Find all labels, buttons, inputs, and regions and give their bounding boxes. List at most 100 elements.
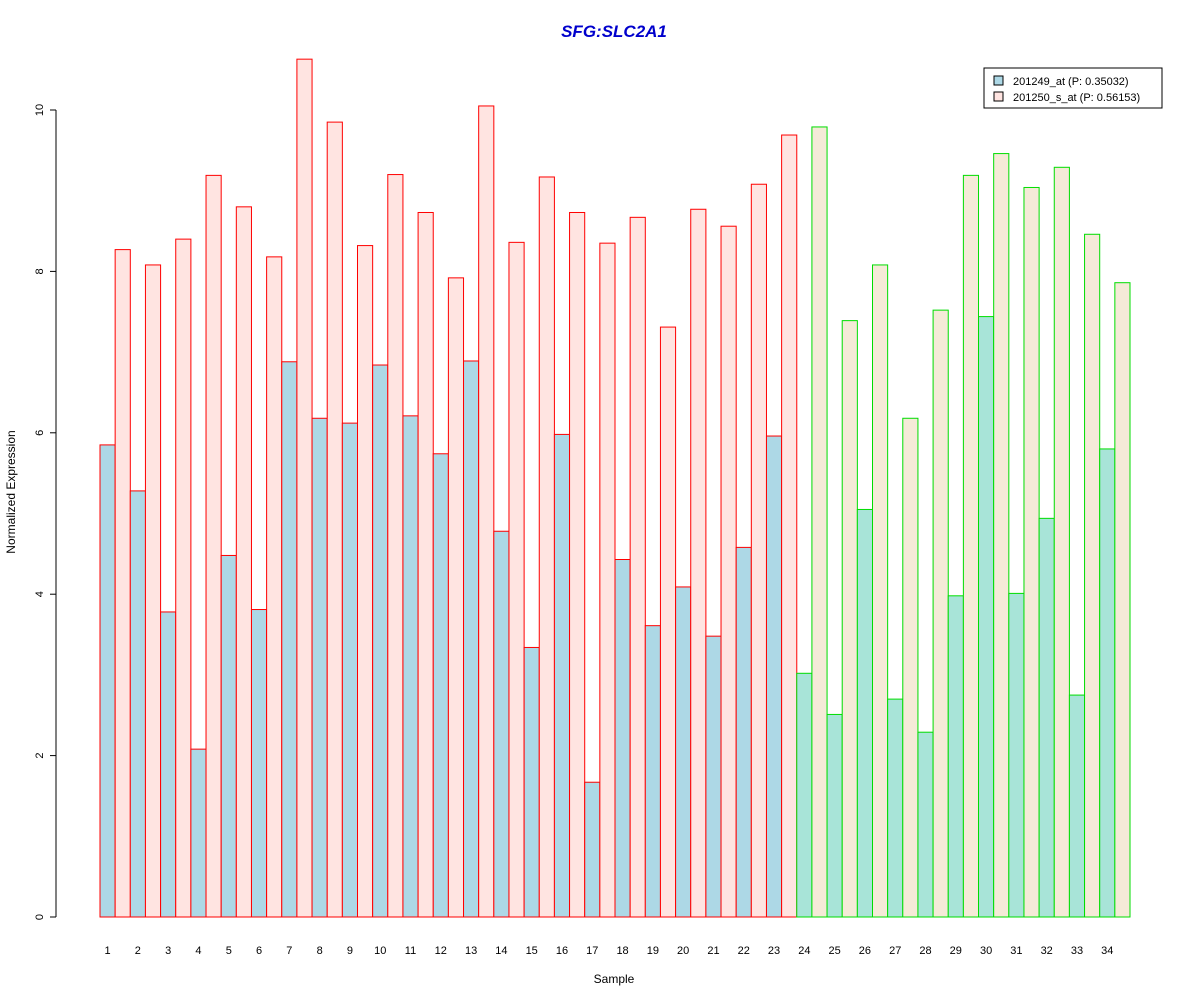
y-tick-label: 10 <box>34 104 46 116</box>
bar-sample-30-series-2 <box>993 153 1010 918</box>
x-tick-label: 33 <box>1071 945 1083 957</box>
x-tick-label: 20 <box>677 945 689 957</box>
bar-sample-28-series-2 <box>932 309 949 918</box>
bar-sample-14-series-1 <box>493 530 510 918</box>
bar-sample-26-series-1 <box>856 508 873 918</box>
bar-sample-31-series-1 <box>1008 592 1025 918</box>
x-tick-label: 5 <box>226 945 232 957</box>
bar-sample-8-series-1 <box>311 417 328 918</box>
bar-sample-15-series-1 <box>523 646 540 918</box>
x-tick-label: 30 <box>980 945 992 957</box>
bar-sample-13-series-1 <box>463 360 480 918</box>
bar-sample-18-series-1 <box>614 559 631 918</box>
bar-sample-10-series-2 <box>387 174 404 918</box>
bar-sample-20-series-2 <box>690 208 707 918</box>
bar-sample-11-series-1 <box>402 415 419 918</box>
bar-sample-14-series-2 <box>508 241 525 918</box>
y-axis-label: Normalized Expression <box>4 430 18 553</box>
bar-sample-19-series-2 <box>659 326 677 918</box>
bar-sample-22-series-2 <box>750 183 767 918</box>
x-tick-label: 24 <box>798 945 810 957</box>
x-tick-label: 21 <box>707 945 719 957</box>
x-tick-label: 29 <box>950 945 962 957</box>
bar-sample-1-series-2 <box>114 249 131 918</box>
legend-swatch <box>993 91 1004 102</box>
x-tick-label: 22 <box>738 945 750 957</box>
bar-sample-29-series-1 <box>947 595 964 918</box>
y-tick-label: 4 <box>34 591 46 597</box>
y-tick-label: 0 <box>34 914 46 920</box>
x-tick-label: 16 <box>556 945 568 957</box>
bar-sample-12-series-1 <box>432 453 449 918</box>
bar-sample-26-series-2 <box>872 264 889 918</box>
bar-sample-30-series-1 <box>978 316 995 918</box>
bar-sample-7-series-1 <box>281 361 298 918</box>
bar-sample-8-series-2 <box>326 121 343 918</box>
bar-sample-23-series-1 <box>765 435 783 918</box>
bar-sample-16-series-1 <box>553 433 571 918</box>
bar-sample-5-series-2 <box>235 206 252 918</box>
x-tick-label: 27 <box>889 945 901 957</box>
x-tick-labels: 1 2 3 4 5 6 7 8 9 10 11 12 13 14 15 16 17 18 19 20 21 22 23 24 2… <box>105 945 1114 957</box>
bar-sample-3-series-1 <box>160 611 177 918</box>
x-tick-label: 10 <box>374 945 386 957</box>
x-tick-label: 11 <box>405 945 416 957</box>
bar-sample-21-series-2 <box>720 225 737 918</box>
bar-sample-5-series-1 <box>220 554 237 918</box>
bar-sample-27-series-1 <box>887 698 904 918</box>
x-tick-label: 2 <box>135 945 141 957</box>
bar-sample-32-series-1 <box>1038 517 1055 918</box>
legend-swatch <box>993 75 1004 86</box>
x-tick-label: 12 <box>435 945 447 957</box>
bar-sample-2-series-1 <box>129 490 146 918</box>
bar-sample-32-series-2 <box>1053 166 1070 918</box>
x-tick-label: 13 <box>465 945 477 957</box>
bar-sample-29-series-2 <box>962 174 980 918</box>
x-tick-label: 17 <box>586 945 598 957</box>
x-tick-label: 25 <box>829 945 841 957</box>
x-tick-label: 32 <box>1041 945 1053 957</box>
bar-sample-24-series-1 <box>796 672 813 918</box>
bar-sample-20-series-1 <box>675 586 692 918</box>
bar-sample-24-series-2 <box>811 126 828 918</box>
x-tick-label: 28 <box>919 945 931 957</box>
x-tick-label: 26 <box>859 945 871 957</box>
bar-sample-9-series-1 <box>341 422 359 918</box>
bar-sample-3-series-2 <box>175 238 192 918</box>
bar-sample-10-series-1 <box>372 364 389 918</box>
bar-sample-17-series-2 <box>599 242 616 918</box>
legend-entry-label: 201249_at (P: 0.35032) <box>1013 76 1129 88</box>
bar-sample-9-series-2 <box>357 245 374 918</box>
x-tick-label: 4 <box>195 945 201 957</box>
x-tick-label: 7 <box>286 945 292 957</box>
bar-sample-2-series-2 <box>144 264 162 918</box>
y-tick-label: 8 <box>34 268 46 274</box>
bar-sample-31-series-2 <box>1023 186 1040 918</box>
chart-title: SFG:SLC2A1 <box>561 22 667 41</box>
bar-sample-33-series-2 <box>1084 233 1101 918</box>
y-tick-label: 2 <box>34 753 46 759</box>
bar-sample-25-series-2 <box>841 320 858 918</box>
bar-sample-7-series-2 <box>296 58 313 918</box>
x-axis-label: Sample <box>594 972 635 986</box>
x-tick-label: 9 <box>347 945 353 957</box>
bar-sample-22-series-1 <box>735 546 752 918</box>
bar-sample-33-series-1 <box>1068 694 1086 918</box>
bar-sample-1-series-1 <box>99 444 116 918</box>
bar-sample-23-series-2 <box>781 134 798 918</box>
x-tick-label: 19 <box>647 945 659 957</box>
legend: 201249_at (P: 0.35032) 201250_s_at (P: 0.… <box>983 67 1163 109</box>
x-tick-label: 3 <box>165 945 171 957</box>
x-tick-label: 1 <box>105 945 111 957</box>
bar-sample-34-series-1 <box>1099 448 1116 918</box>
x-tick-label: 14 <box>495 945 507 957</box>
bar-sample-18-series-2 <box>629 216 646 918</box>
bar-sample-21-series-1 <box>705 635 722 918</box>
bar-sample-12-series-2 <box>447 277 465 918</box>
bar-sample-15-series-2 <box>538 176 555 918</box>
y-tick-label: 6 <box>34 430 46 436</box>
bar-sample-6-series-1 <box>250 609 268 918</box>
bar-sample-25-series-1 <box>826 713 843 918</box>
